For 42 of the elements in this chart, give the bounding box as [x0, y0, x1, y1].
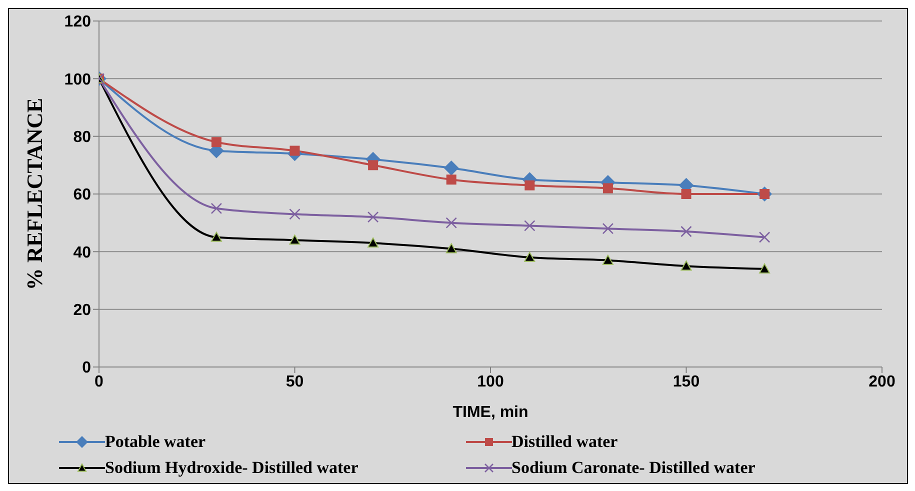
y-tick-label: 80 — [73, 129, 92, 146]
y-axis-title: % REFLECTANCE — [22, 98, 47, 290]
point — [680, 260, 692, 271]
point — [602, 222, 614, 234]
legend-label: Sodium Caronate- Distilled water — [512, 458, 756, 478]
x-tick-label: 50 — [286, 373, 304, 390]
point — [759, 263, 770, 274]
point — [367, 211, 379, 223]
point — [210, 232, 222, 242]
point — [368, 160, 378, 170]
point — [602, 183, 613, 194]
y-tick-label: 100 — [64, 71, 92, 88]
point — [680, 226, 692, 238]
point — [524, 252, 536, 262]
x-axis-title: TIME, min — [452, 404, 528, 421]
x-tick-label: 0 — [94, 373, 104, 390]
point — [758, 232, 770, 243]
point — [210, 202, 222, 214]
point — [446, 243, 457, 254]
legend-label: Distilled water — [512, 432, 618, 452]
y-tick-label: 60 — [73, 186, 92, 204]
x-tick-label: 150 — [672, 373, 700, 390]
point — [681, 189, 692, 199]
point — [524, 220, 536, 232]
point — [602, 254, 614, 265]
point — [289, 234, 300, 245]
point — [368, 238, 379, 248]
point — [444, 160, 459, 176]
legend-label: Potable water — [105, 432, 206, 452]
x-tick-label: 100 — [477, 373, 504, 390]
point — [524, 180, 535, 190]
point — [446, 217, 457, 228]
y-tick-label: 40 — [73, 244, 92, 262]
y-tick-label: 0 — [82, 360, 92, 377]
point — [446, 174, 456, 185]
point — [211, 137, 222, 148]
x-tick-label: 200 — [868, 373, 896, 390]
y-tick-label: 120 — [64, 14, 92, 31]
y-tick-label: 20 — [73, 302, 92, 320]
point — [289, 208, 300, 220]
legend-label: Sodium Hydroxide- Distilled water — [105, 458, 358, 478]
point — [290, 146, 300, 156]
